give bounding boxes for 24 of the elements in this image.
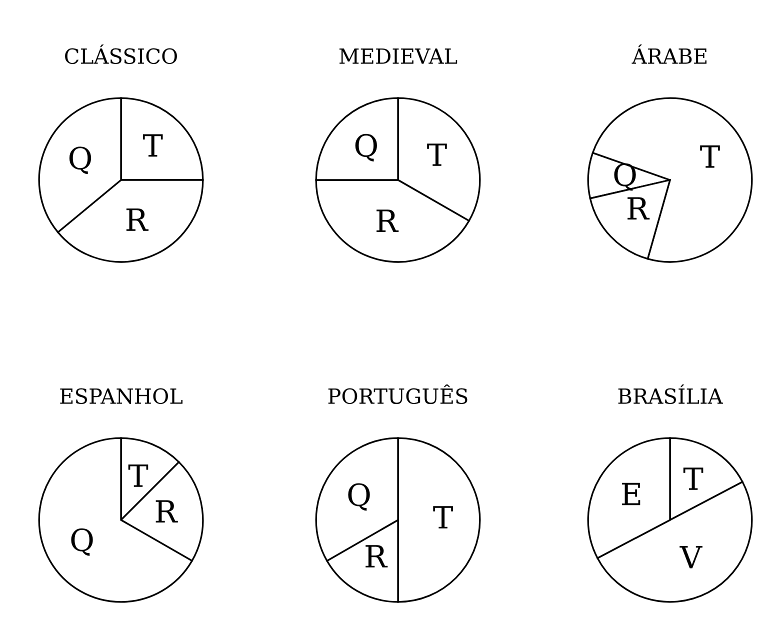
chart-title: MEDIEVAL xyxy=(339,48,458,64)
chart-title: CLÁSSICO xyxy=(65,44,177,64)
slice-label: T xyxy=(683,468,704,490)
slice-label: T xyxy=(433,506,453,528)
slice-label: R xyxy=(126,208,148,231)
slice-label: R xyxy=(376,210,399,232)
chart-title: PORTUGUÊS xyxy=(328,384,468,404)
slice-label: V xyxy=(680,546,702,568)
slice-label: Q xyxy=(69,146,92,174)
slice-label: T xyxy=(142,134,163,157)
slice-label: Q xyxy=(348,483,370,511)
slice-label: Q xyxy=(355,134,377,162)
slice-label: T xyxy=(700,145,720,168)
slice-label: R xyxy=(366,545,388,568)
slice-label: T xyxy=(427,144,447,166)
slice-label: R xyxy=(628,197,650,220)
slice-label: E xyxy=(622,482,640,506)
chart-title: ESPANHOL xyxy=(60,388,182,404)
slice-label: T xyxy=(128,464,148,487)
chart-title: ÁRABE xyxy=(632,44,706,64)
slice-label: R xyxy=(156,500,178,523)
slice-label: Q xyxy=(71,528,93,556)
pie-slice xyxy=(592,97,753,263)
chart-title: BRASÍLIA xyxy=(618,384,724,404)
